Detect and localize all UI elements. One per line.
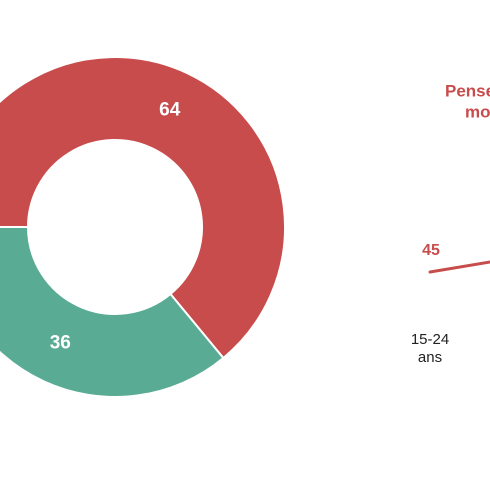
chart-title: Pense — [445, 81, 490, 100]
donut-slice — [0, 226, 225, 398]
chart-title: mo — [465, 102, 490, 121]
slice-label: 64 — [159, 100, 181, 121]
donut-slice — [0, 56, 286, 360]
slice-label: 36 — [50, 332, 71, 353]
line — [428, 260, 490, 274]
x-tick-label: 15-24 ans — [410, 331, 450, 366]
value-label: 45 — [422, 242, 440, 259]
